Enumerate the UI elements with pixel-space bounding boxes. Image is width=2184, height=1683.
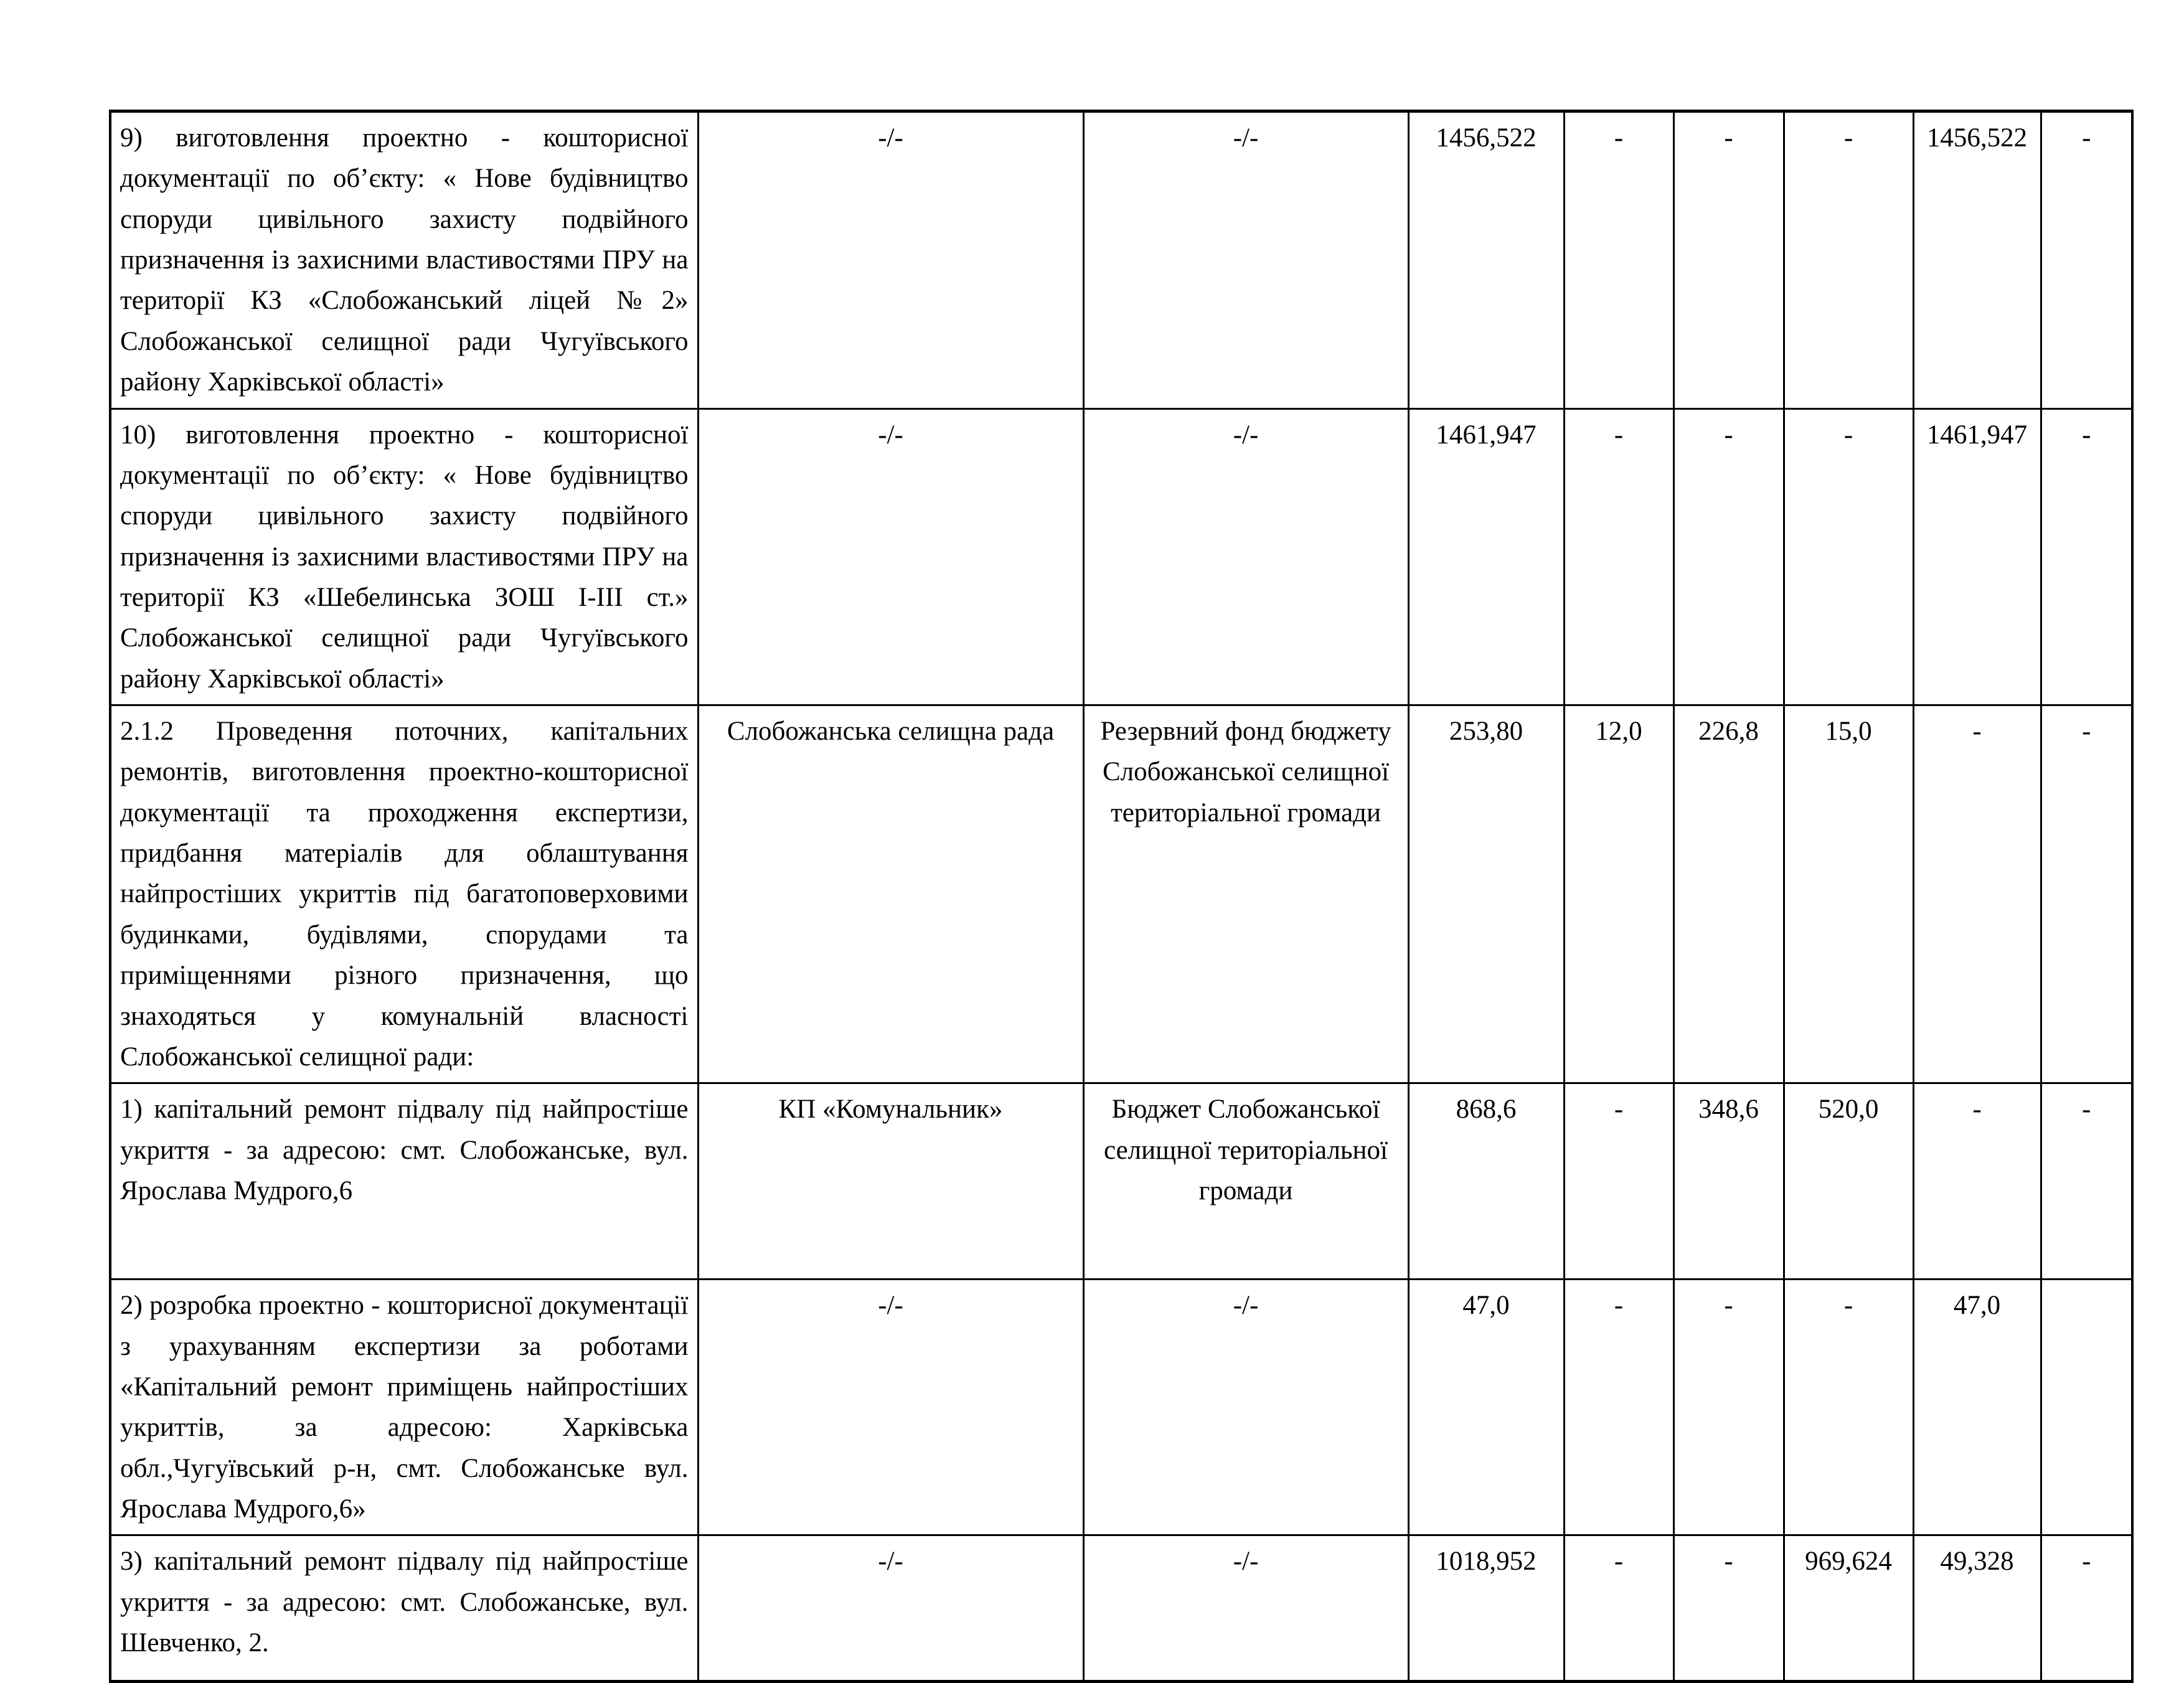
cell-description: 3) капітальний ремонт підвалу під найпро… bbox=[109, 1534, 699, 1683]
description-text: 3) капітальний ремонт підвалу під найпро… bbox=[120, 1547, 689, 1658]
cell-executor: -/- bbox=[697, 1534, 1085, 1683]
budget-measures-table: 9) виготовлення проектно - кошторисної д… bbox=[109, 110, 2134, 1683]
cell-amount-4: - bbox=[1912, 1082, 2042, 1281]
cell-description: 2.1.2 Проведення поточних, капітальних р… bbox=[109, 704, 699, 1085]
cell-amount-4: - bbox=[1912, 704, 2042, 1085]
cell-executor: -/- bbox=[697, 110, 1085, 410]
cell-amount-3: 15,0 bbox=[1782, 704, 1914, 1085]
cell-description: 9) виготовлення проектно - кошторисної д… bbox=[109, 110, 699, 410]
description-text: 1) капітальний ремонт підвалу під найпро… bbox=[120, 1095, 689, 1205]
cell-amount-2: 348,6 bbox=[1672, 1082, 1785, 1281]
description-text: 9) виготовлення проектно - кошторисної д… bbox=[120, 123, 689, 397]
cell-amount-5 bbox=[2040, 1278, 2134, 1537]
cell-amount-2: - bbox=[1672, 1278, 1785, 1537]
cell-total: 1456,522 bbox=[1407, 110, 1565, 410]
cell-amount-2: 226,8 bbox=[1672, 704, 1785, 1085]
cell-amount-5: - bbox=[2040, 1534, 2134, 1683]
description-text: 2) розробка проектно - кошторисної докум… bbox=[120, 1291, 689, 1524]
cell-amount-1: - bbox=[1563, 1278, 1675, 1537]
cell-executor: Слобожанська селищна рада bbox=[697, 704, 1085, 1085]
cell-amount-1: - bbox=[1563, 1534, 1675, 1683]
cell-amount-4: 1461,947 bbox=[1912, 407, 2042, 707]
cell-executor: -/- bbox=[697, 1278, 1085, 1537]
cell-description: 2) розробка проектно - кошторисної докум… bbox=[109, 1278, 699, 1537]
cell-amount-1: - bbox=[1563, 407, 1675, 707]
table-row: 10) виготовлення проектно - кошторисної … bbox=[109, 407, 2134, 707]
cell-total: 1461,947 bbox=[1407, 407, 1565, 707]
cell-amount-5: - bbox=[2040, 407, 2134, 707]
table-row: 2) розробка проектно - кошторисної докум… bbox=[109, 1278, 2134, 1537]
cell-amount-4: 49,328 bbox=[1912, 1534, 2042, 1683]
cell-funding-source: -/- bbox=[1082, 407, 1410, 707]
cell-amount-1: - bbox=[1563, 1082, 1675, 1281]
table-row: 1) капітальний ремонт підвалу під найпро… bbox=[109, 1082, 2134, 1281]
cell-funding-source: -/- bbox=[1082, 1278, 1410, 1537]
description-text: 10) виготовлення проектно - кошторисної … bbox=[120, 420, 689, 694]
cell-amount-5: - bbox=[2040, 704, 2134, 1085]
description-text: 2.1.2 Проведення поточних, капітальних р… bbox=[120, 717, 689, 1072]
table-row: 3) капітальний ремонт підвалу під найпро… bbox=[109, 1534, 2134, 1683]
cell-amount-3: 520,0 bbox=[1782, 1082, 1914, 1281]
cell-amount-1: - bbox=[1563, 110, 1675, 410]
cell-amount-3: 969,624 bbox=[1782, 1534, 1914, 1683]
cell-executor: -/- bbox=[697, 407, 1085, 707]
cell-total: 47,0 bbox=[1407, 1278, 1565, 1537]
cell-amount-3: - bbox=[1782, 407, 1914, 707]
cell-amount-3: - bbox=[1782, 110, 1914, 410]
cell-funding-source: -/- bbox=[1082, 1534, 1410, 1683]
cell-amount-1: 12,0 bbox=[1563, 704, 1675, 1085]
table-row: 9) виготовлення проектно - кошторисної д… bbox=[109, 110, 2134, 410]
cell-amount-5: - bbox=[2040, 110, 2134, 410]
cell-total: 253,80 bbox=[1407, 704, 1565, 1085]
cell-funding-source: Бюджет Слобожанської селищної територіал… bbox=[1082, 1082, 1410, 1281]
cell-description: 10) виготовлення проектно - кошторисної … bbox=[109, 407, 699, 707]
cell-amount-4: 47,0 bbox=[1912, 1278, 2042, 1537]
cell-amount-3: - bbox=[1782, 1278, 1914, 1537]
cell-total: 868,6 bbox=[1407, 1082, 1565, 1281]
table-row: 2.1.2 Проведення поточних, капітальних р… bbox=[109, 704, 2134, 1085]
cell-funding-source: Резервний фонд бюджету Слобожанської сел… bbox=[1082, 704, 1410, 1085]
cell-amount-2: - bbox=[1672, 110, 1785, 410]
table-body: 9) виготовлення проектно - кошторисної д… bbox=[109, 110, 2134, 1683]
document-page: 9) виготовлення проектно - кошторисної д… bbox=[109, 110, 2134, 1683]
cell-total: 1018,952 bbox=[1407, 1534, 1565, 1683]
cell-funding-source: -/- bbox=[1082, 110, 1410, 410]
cell-description: 1) капітальний ремонт підвалу під найпро… bbox=[109, 1082, 699, 1281]
cell-amount-2: - bbox=[1672, 1534, 1785, 1683]
cell-amount-2: - bbox=[1672, 407, 1785, 707]
cell-amount-5: - bbox=[2040, 1082, 2134, 1281]
cell-executor: КП «Комунальник» bbox=[697, 1082, 1085, 1281]
cell-amount-4: 1456,522 bbox=[1912, 110, 2042, 410]
